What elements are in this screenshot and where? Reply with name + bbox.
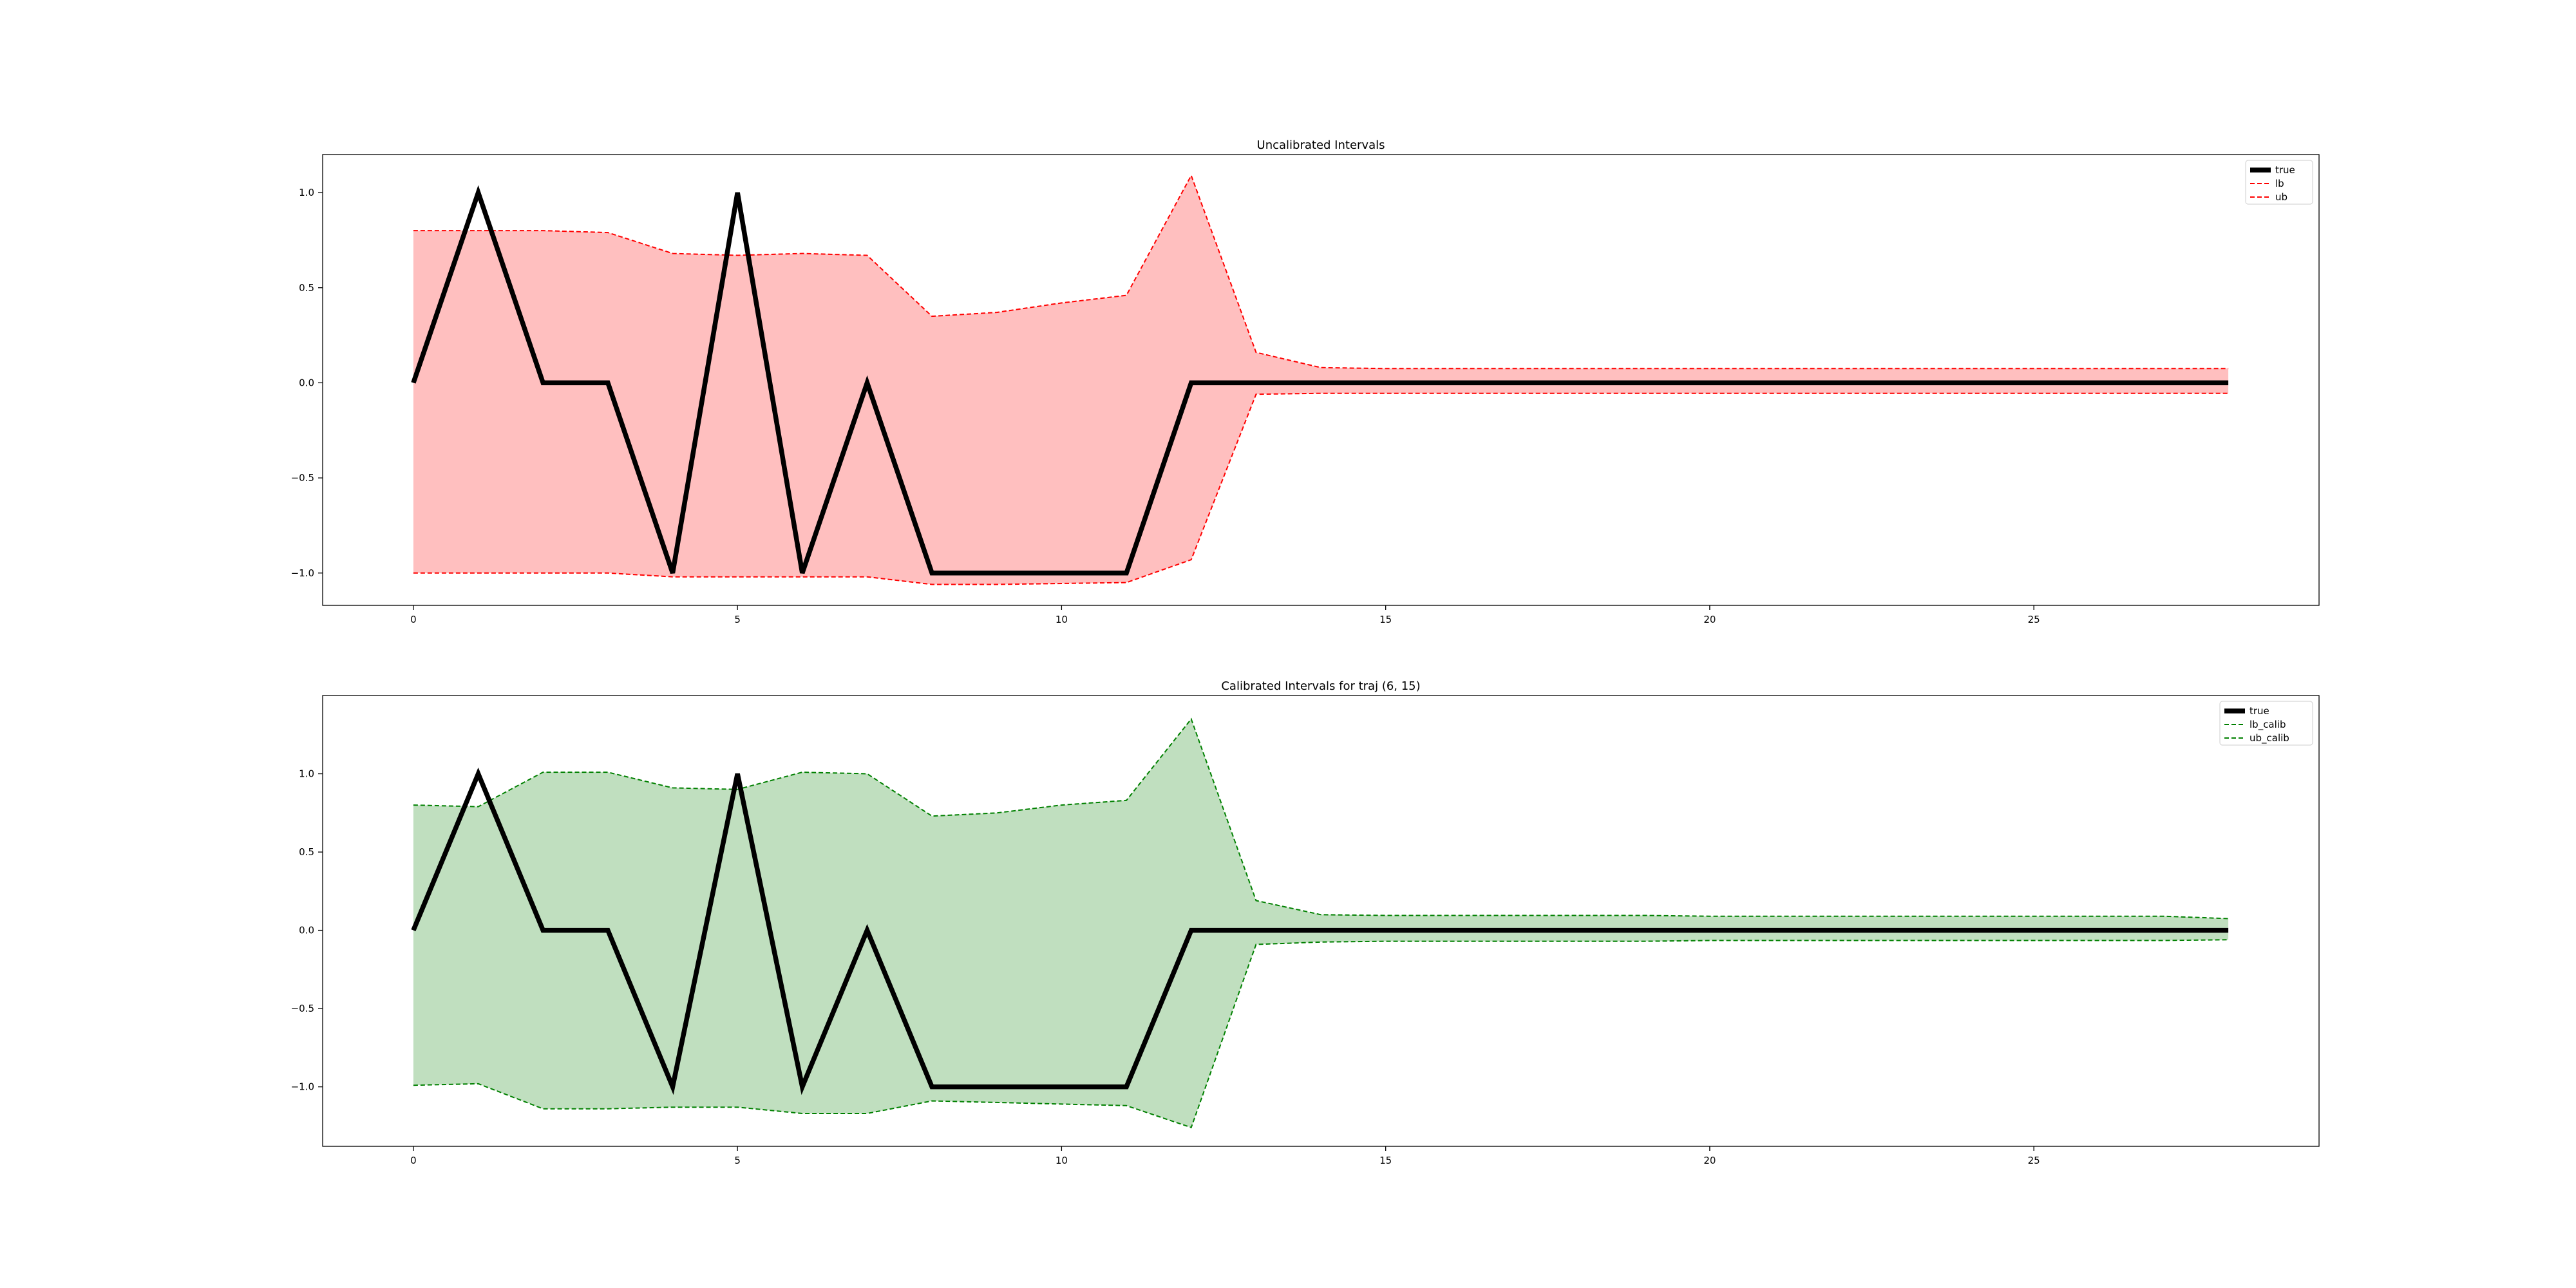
series-line-lb [413, 392, 2229, 585]
y-tick-label: 0.0 [299, 925, 314, 936]
x-tick-label: 5 [734, 1155, 741, 1166]
y-tick-label: 0.0 [299, 377, 314, 388]
x-tick-label: 0 [410, 1155, 417, 1166]
x-tick-label: 25 [2028, 614, 2040, 625]
uncalibrated-intervals-chart: Uncalibrated Intervals 0 5 10 15 20 25 −1.0 −0.… [291, 138, 2320, 625]
chart-title: Calibrated Intervals for traj (6, 15) [1221, 679, 1420, 693]
y-tick-label: −1.0 [291, 567, 314, 579]
axis-ticks: 0 5 10 15 20 25 −1.0 −0.5 0.0 0.5 1.0 [291, 768, 2040, 1166]
axes-frame [322, 154, 2320, 606]
x-tick-label: 20 [1703, 1155, 1716, 1166]
y-tick-label: −1.0 [291, 1081, 314, 1093]
legend-label-true: true [2249, 705, 2269, 717]
y-tick-label: 0.5 [299, 846, 314, 858]
chart-title: Uncalibrated Intervals [1257, 138, 1385, 152]
x-tick-label: 10 [1056, 1155, 1068, 1166]
series-line-ub [413, 174, 2229, 370]
legend-label-ub: ub [2275, 191, 2287, 203]
y-tick-label: −0.5 [291, 1003, 314, 1014]
legend: true lb ub [2245, 160, 2313, 205]
interval-band [413, 719, 2229, 1128]
y-tick-label: 0.5 [299, 282, 314, 294]
series-line-ub-calib [413, 717, 2229, 920]
y-tick-label: −0.5 [291, 472, 314, 484]
series-line-true [411, 767, 2229, 1095]
y-tick-label: 1.0 [299, 768, 314, 780]
series-line-lb-calib [413, 939, 2229, 1129]
legend-label-lb: lb [2275, 178, 2284, 189]
plot-area [411, 717, 2229, 1129]
x-tick-label: 25 [2028, 1155, 2040, 1166]
plot-area [411, 174, 2229, 585]
x-tick-label: 0 [410, 614, 417, 625]
axes-frame [322, 695, 2320, 1147]
interval-band [413, 175, 2229, 585]
x-tick-label: 20 [1703, 614, 1716, 625]
x-tick-label: 5 [734, 614, 741, 625]
calibrated-intervals-chart: Calibrated Intervals for traj (6, 15) 0 5… [291, 679, 2320, 1166]
legend-label-ub-calib: ub_calib [2249, 732, 2289, 744]
y-tick-label: 1.0 [299, 187, 314, 198]
x-tick-label: 15 [1379, 614, 1392, 625]
axis-ticks: 0 5 10 15 20 25 −1.0 −0.5 0.0 0.5 1.0 [291, 187, 2040, 625]
legend-label-lb-calib: lb_calib [2249, 719, 2286, 731]
x-tick-label: 15 [1379, 1155, 1392, 1166]
x-tick-label: 10 [1056, 614, 1068, 625]
legend-label-true: true [2275, 164, 2295, 176]
series-line-true [411, 185, 2229, 576]
